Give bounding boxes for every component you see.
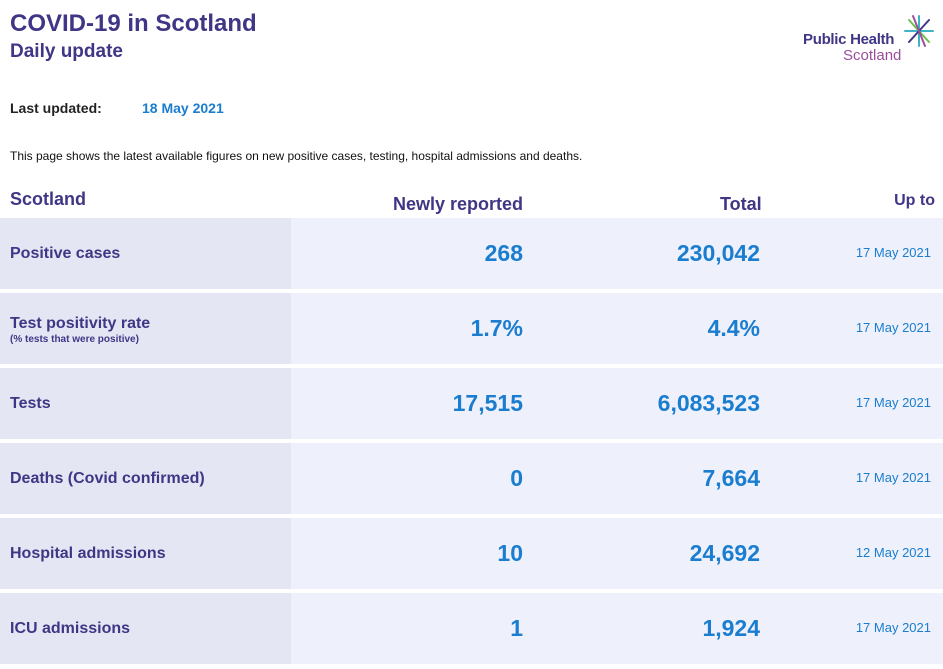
public-health-scotland-logo[interactable]: Public Health Scotland xyxy=(803,14,938,66)
column-header-total: Total xyxy=(720,194,762,214)
up-to-date: 17 May 2021 xyxy=(855,320,931,335)
up-to-date: 17 May 2021 xyxy=(855,620,931,635)
row-label: Hospital admissions xyxy=(10,545,166,562)
logo-text-line1: Public Health xyxy=(803,31,895,48)
page-subtitle: Daily update xyxy=(10,41,123,62)
row-label: Positive cases xyxy=(10,245,121,262)
last-updated-value: 18 May 2021 xyxy=(142,100,224,116)
row-label: ICU admissions xyxy=(10,620,131,637)
intro-text: This page shows the latest available fig… xyxy=(10,149,583,163)
up-to-date: 17 May 2021 xyxy=(855,245,931,260)
newly-reported-value: 0 xyxy=(510,465,523,491)
row-label-cell xyxy=(0,218,291,289)
total-value: 7,664 xyxy=(702,465,760,491)
table-row-tests: Tests 17,515 6,083,523 17 May 2021 xyxy=(0,368,943,439)
table-row-test-positivity-rate: Test positivity rate (% tests that were … xyxy=(0,293,943,364)
row-label-cell xyxy=(0,443,291,514)
newly-reported-value: 268 xyxy=(484,240,523,266)
table-row-positive-cases: Positive cases 268 230,042 17 May 2021 xyxy=(0,218,943,289)
up-to-date: 17 May 2021 xyxy=(855,470,931,485)
last-updated-label: Last updated: xyxy=(10,100,102,116)
table-row-hospital-admissions: Hospital admissions 10 24,692 12 May 202… xyxy=(0,518,943,589)
total-value: 6,083,523 xyxy=(657,390,760,416)
total-value: 230,042 xyxy=(676,240,760,266)
table-row-deaths: Deaths (Covid confirmed) 0 7,664 17 May … xyxy=(0,443,943,514)
row-sublabel: (% tests that were positive) xyxy=(10,334,139,345)
newly-reported-value: 10 xyxy=(497,540,523,566)
star-burst-icon xyxy=(904,15,934,47)
newly-reported-value: 17,515 xyxy=(452,390,523,416)
row-label-cell xyxy=(0,368,291,439)
row-label-cell xyxy=(0,293,291,364)
up-to-date: 17 May 2021 xyxy=(855,395,931,410)
column-header-newly-reported: Newly reported xyxy=(393,194,524,214)
total-value: 1,924 xyxy=(702,615,760,641)
row-label-cell xyxy=(0,518,291,589)
total-value: 4.4% xyxy=(707,315,760,341)
row-label: Deaths (Covid confirmed) xyxy=(10,470,205,487)
stats-table: Positive cases 268 230,042 17 May 2021 T… xyxy=(0,218,943,668)
row-label: Tests xyxy=(10,395,51,412)
newly-reported-value: 1 xyxy=(510,615,523,641)
page-title: COVID-19 in Scotland xyxy=(10,10,257,37)
column-header-up-to: Up to xyxy=(894,192,935,209)
up-to-date: 12 May 2021 xyxy=(855,545,931,560)
logo-text-line2: Scotland xyxy=(843,47,902,64)
table-row-icu-admissions: ICU admissions 1 1,924 17 May 2021 xyxy=(0,593,943,664)
row-label-cell xyxy=(0,593,291,664)
newly-reported-value: 1.7% xyxy=(470,315,523,341)
total-value: 24,692 xyxy=(689,540,760,566)
row-label: Test positivity rate xyxy=(10,315,151,332)
column-header-region: Scotland xyxy=(10,189,87,209)
